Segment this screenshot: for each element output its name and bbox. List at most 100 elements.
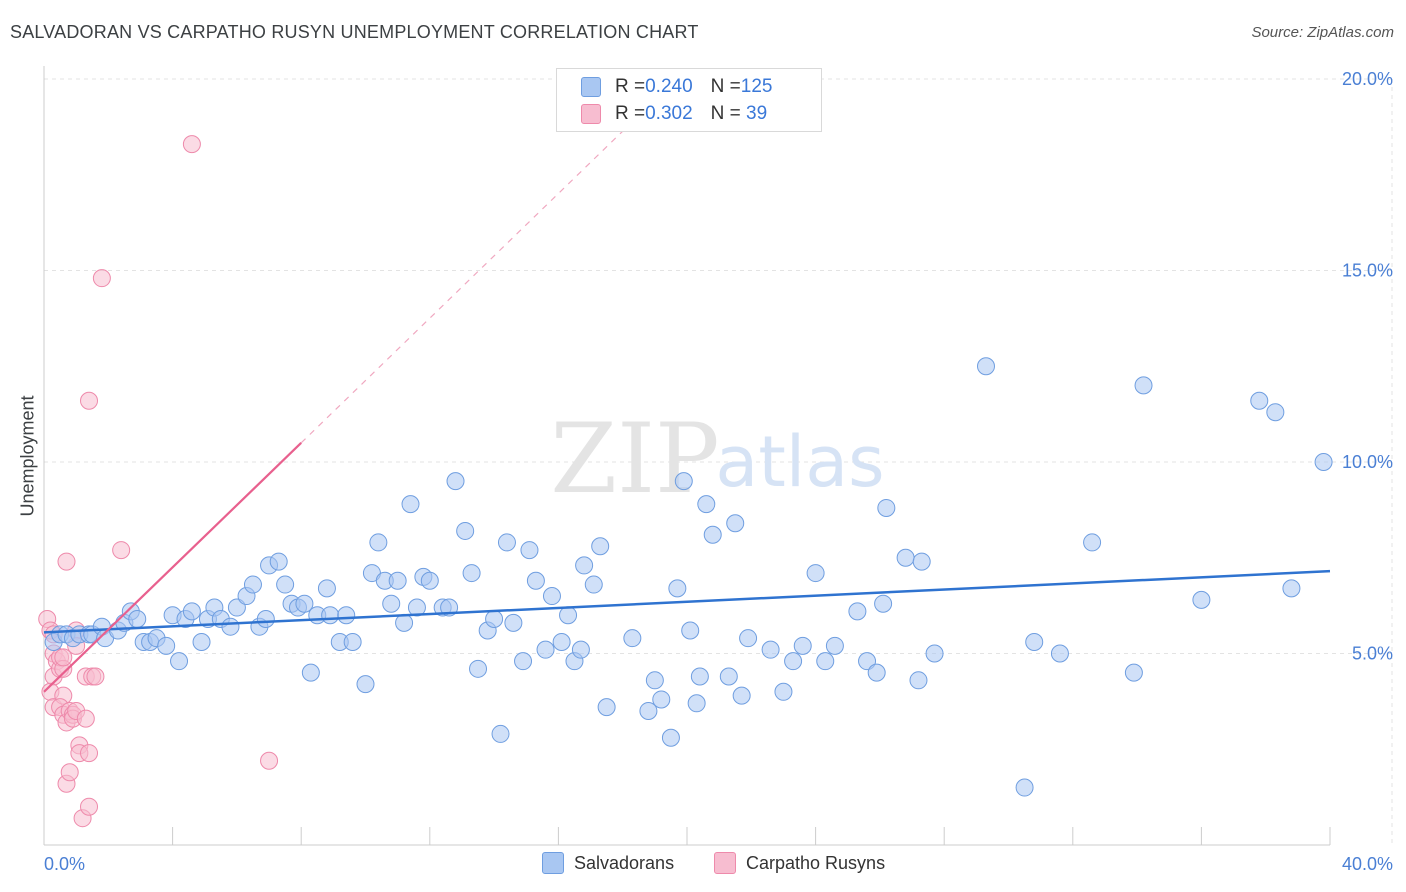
legend-item-carpatho-rusyns[interactable]: Carpatho Rusyns xyxy=(714,852,885,874)
carpatho-rusyns-trend-line xyxy=(43,442,302,693)
data-point xyxy=(462,564,481,583)
data-point xyxy=(703,525,722,544)
carpatho-rusyn-points xyxy=(38,135,279,828)
data-point xyxy=(623,629,642,648)
data-point xyxy=(317,579,336,598)
data-point xyxy=(301,663,320,682)
data-point xyxy=(536,640,555,659)
data-point xyxy=(732,686,751,705)
data-point xyxy=(552,633,571,652)
data-point xyxy=(504,613,523,632)
legend-label: Carpatho Rusyns xyxy=(746,852,886,873)
data-point xyxy=(681,621,700,640)
n-label: N = xyxy=(710,76,741,97)
y-tick-label: 5.0% xyxy=(1352,644,1393,664)
data-point xyxy=(86,667,105,686)
r-label: R = xyxy=(615,76,646,97)
salvadorans-swatch xyxy=(542,852,564,874)
stats-row-carpatho-rusyns: R = 0.302 N = 39 xyxy=(581,102,767,126)
data-point xyxy=(401,495,420,514)
stats-legend: R = 0.240 N = 125 R = 0.302 N = 39 xyxy=(556,68,822,132)
data-point xyxy=(295,594,314,613)
data-point xyxy=(1025,633,1044,652)
data-point xyxy=(896,548,915,567)
data-point xyxy=(182,135,201,154)
data-point xyxy=(848,602,867,621)
data-point xyxy=(652,690,671,709)
watermark-zip: ZIP xyxy=(550,403,719,515)
data-point xyxy=(774,682,793,701)
data-point xyxy=(909,671,928,690)
n-value: 39 xyxy=(740,103,768,124)
data-point xyxy=(491,724,510,743)
chart-title: SALVADORAN VS CARPATHO RUSYN UNEMPLOYMEN… xyxy=(10,22,699,42)
data-point xyxy=(687,694,706,713)
data-point xyxy=(157,636,176,655)
data-point xyxy=(497,533,516,552)
carpatho-rusyns-swatch xyxy=(581,104,601,124)
data-point xyxy=(243,575,262,594)
data-point xyxy=(382,594,401,613)
n-label: N = xyxy=(710,103,741,124)
data-point xyxy=(514,652,533,671)
data-point xyxy=(456,521,475,540)
x-tick-label: 0.0% xyxy=(44,854,85,874)
data-point xyxy=(761,640,780,659)
data-point xyxy=(542,587,561,606)
data-point xyxy=(1134,376,1153,395)
stats-row-salvadorans: R = 0.240 N = 125 xyxy=(581,75,772,99)
data-point xyxy=(260,751,279,770)
data-point xyxy=(639,701,658,720)
axes xyxy=(43,66,1331,846)
data-point xyxy=(343,633,362,652)
salvadorans-trend-line xyxy=(43,569,1331,634)
data-point xyxy=(526,571,545,590)
data-point xyxy=(337,606,356,625)
data-point xyxy=(170,652,189,671)
data-point xyxy=(1266,403,1285,422)
data-point xyxy=(92,269,111,288)
salvadorans-swatch xyxy=(581,77,601,97)
y-tick-label: 15.0% xyxy=(1342,261,1393,281)
data-point xyxy=(661,728,680,747)
x-tick-label: 40.0% xyxy=(1342,854,1393,874)
data-point xyxy=(256,610,275,629)
y-tick-label: 10.0% xyxy=(1342,452,1393,472)
data-point xyxy=(739,629,758,648)
data-point xyxy=(726,514,745,533)
data-point xyxy=(1250,391,1269,410)
legend-item-salvadorans[interactable]: Salvadorans xyxy=(542,852,674,874)
data-point xyxy=(128,610,147,629)
data-point xyxy=(227,598,246,617)
data-point xyxy=(356,675,375,694)
data-point xyxy=(867,663,886,682)
data-point xyxy=(1192,590,1211,609)
data-point xyxy=(80,797,99,816)
data-point xyxy=(57,552,76,571)
data-point xyxy=(806,564,825,583)
data-point xyxy=(591,537,610,556)
carpatho-rusyns-swatch xyxy=(714,852,736,874)
data-point xyxy=(858,652,877,671)
data-point xyxy=(597,698,616,717)
data-point xyxy=(784,652,803,671)
data-point xyxy=(559,606,578,625)
data-point xyxy=(395,613,414,632)
data-point xyxy=(1083,533,1102,552)
r-value: 0.240 xyxy=(645,76,693,97)
data-point xyxy=(321,606,340,625)
r-value: 0.302 xyxy=(645,103,693,124)
legend-label: Salvadorans xyxy=(574,852,675,873)
data-point xyxy=(60,763,79,782)
data-point xyxy=(520,541,539,560)
data-point xyxy=(1015,778,1034,797)
data-point xyxy=(690,667,709,686)
n-value: 125 xyxy=(740,76,773,97)
data-point xyxy=(1050,644,1069,663)
tick-labels: 5.0% 10.0% 15.0% 20.0% 0.0% 40.0% xyxy=(44,69,1393,874)
data-point xyxy=(584,575,603,594)
data-point xyxy=(674,472,693,491)
data-point xyxy=(276,575,295,594)
data-point xyxy=(388,571,407,590)
